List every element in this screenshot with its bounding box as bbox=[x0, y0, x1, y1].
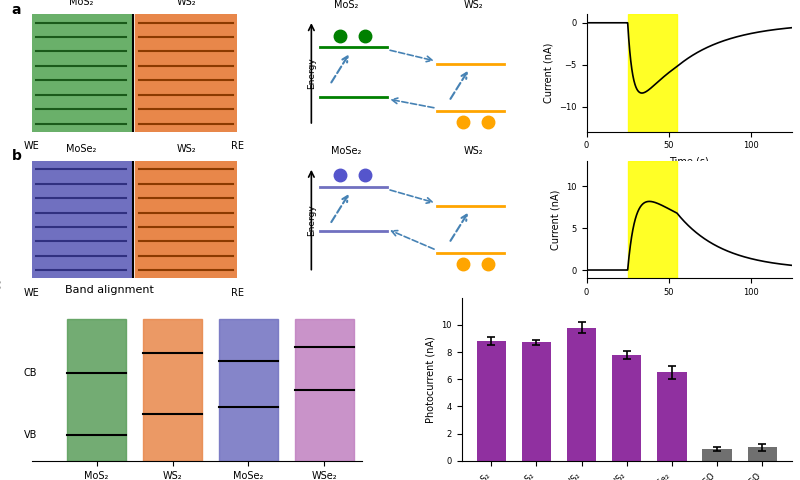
Text: e: e bbox=[338, 171, 343, 180]
Text: WS₂: WS₂ bbox=[464, 146, 483, 156]
Bar bbox=[32, 161, 130, 278]
Bar bbox=[628, 14, 677, 132]
Text: VB: VB bbox=[24, 430, 38, 440]
Bar bbox=[477, 341, 506, 461]
Text: MoS₂: MoS₂ bbox=[69, 0, 94, 7]
Bar bbox=[748, 447, 777, 461]
Text: Energy: Energy bbox=[307, 204, 316, 236]
Text: h: h bbox=[460, 260, 466, 269]
Bar bbox=[702, 448, 732, 461]
Bar bbox=[143, 319, 202, 461]
Text: WE: WE bbox=[24, 141, 40, 151]
Text: Band alignment: Band alignment bbox=[65, 286, 154, 295]
Text: MoSe₂: MoSe₂ bbox=[331, 146, 362, 156]
Bar bbox=[295, 319, 354, 461]
Text: Energy: Energy bbox=[307, 57, 316, 89]
Text: h: h bbox=[485, 260, 491, 269]
Bar bbox=[567, 327, 596, 461]
Y-axis label: Current (nA): Current (nA) bbox=[551, 190, 561, 250]
Text: b: b bbox=[11, 149, 22, 163]
X-axis label: Time (s): Time (s) bbox=[670, 303, 709, 312]
Bar bbox=[612, 355, 642, 461]
Text: e: e bbox=[362, 31, 368, 40]
Text: WE: WE bbox=[24, 288, 40, 298]
Text: e: e bbox=[362, 171, 368, 180]
Text: a: a bbox=[11, 3, 21, 17]
Text: MoSe₂: MoSe₂ bbox=[66, 144, 97, 154]
X-axis label: Time (s): Time (s) bbox=[670, 156, 709, 166]
Text: RE: RE bbox=[231, 288, 244, 298]
Text: WS₂: WS₂ bbox=[176, 144, 196, 154]
Bar bbox=[134, 161, 238, 278]
Text: RE: RE bbox=[231, 141, 244, 151]
Bar bbox=[658, 372, 686, 461]
Bar bbox=[134, 14, 238, 132]
Text: WS₂: WS₂ bbox=[464, 0, 483, 10]
Y-axis label: Current (nA): Current (nA) bbox=[544, 43, 554, 103]
Bar bbox=[522, 343, 551, 461]
Text: WS₂: WS₂ bbox=[176, 0, 196, 7]
Text: MoS₂: MoS₂ bbox=[334, 0, 358, 10]
Bar bbox=[219, 319, 278, 461]
Bar bbox=[32, 14, 130, 132]
Bar bbox=[67, 319, 126, 461]
Bar bbox=[628, 161, 677, 278]
Text: h: h bbox=[460, 118, 466, 127]
Text: CB: CB bbox=[24, 368, 38, 378]
Text: e: e bbox=[338, 31, 343, 40]
Y-axis label: Photocurrent (nA): Photocurrent (nA) bbox=[426, 336, 436, 422]
Text: h: h bbox=[485, 118, 491, 127]
